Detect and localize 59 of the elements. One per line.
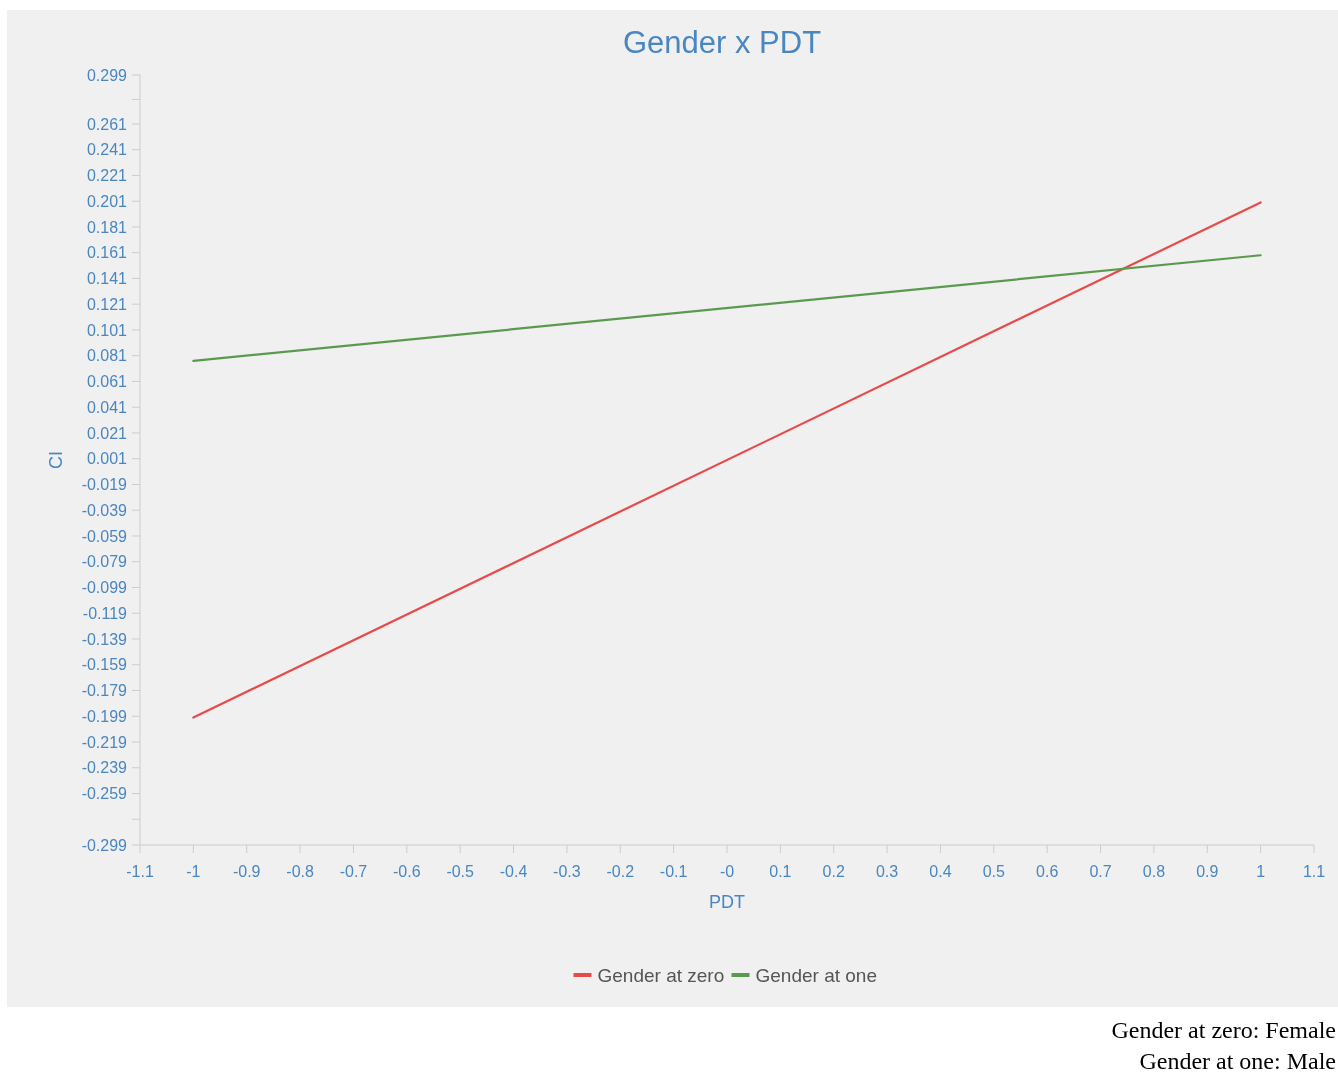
x-tick-label: -0.5	[446, 863, 475, 880]
y-tick-label: -0.259	[81, 785, 128, 803]
y-tick-label: 0.161	[86, 244, 128, 262]
x-tick-label: 0.1	[769, 863, 792, 880]
x-tick-label: 0.4	[929, 863, 952, 880]
x-tick-label: 0.9	[1196, 863, 1219, 880]
legend-label: Gender at one	[755, 964, 877, 986]
y-tick-label: 0.201	[86, 192, 128, 210]
y-tick-label: -0.139	[81, 630, 128, 648]
x-tick-label: 0.8	[1142, 863, 1166, 880]
y-tick-label: -0.219	[81, 733, 128, 751]
y-tick-label: 0.221	[86, 167, 128, 185]
y-tick-label: -0.039	[81, 501, 128, 519]
y-tick-label: -0.159	[81, 656, 128, 674]
y-tick-label: -0.179	[81, 682, 128, 700]
x-tick-label: -0.7	[339, 863, 368, 880]
y-tick-label: -0.199	[81, 707, 128, 725]
y-tick-label: 0.061	[86, 373, 128, 391]
y-tick-label: -0.299	[81, 836, 128, 854]
y-tick-label: 0.241	[86, 141, 128, 159]
y-tick-label: 0.299	[86, 66, 128, 84]
x-tick-label: -1.1	[126, 863, 154, 880]
y-tick-label: 0.101	[86, 321, 128, 339]
y-tick-label: 0.021	[86, 424, 128, 442]
x-tick-label: 0.2	[822, 863, 845, 880]
y-tick-label: -0.099	[81, 579, 128, 597]
x-tick-label: 0.5	[982, 863, 1006, 880]
x-tick-label: 0.7	[1089, 863, 1112, 880]
x-tick-label: 0.6	[1036, 863, 1059, 880]
legend-label: Gender at zero	[597, 964, 725, 986]
y-tick-label: -0.239	[81, 759, 128, 777]
y-tick-label: -0.119	[82, 604, 128, 622]
y-tick-label: 0.141	[86, 270, 128, 288]
x-tick-label: 1	[1256, 863, 1266, 880]
y-tick-label: -0.059	[81, 527, 128, 545]
x-tick-label: 1.1	[1302, 863, 1326, 880]
y-tick-label: -0.019	[81, 476, 128, 494]
y-tick-label: 0.041	[86, 398, 128, 416]
y-axis-title: CI	[46, 451, 67, 469]
y-tick-label: 0.181	[86, 218, 128, 236]
x-tick-label: -0.2	[606, 863, 635, 880]
x-tick-label: -0.9	[232, 863, 261, 880]
y-tick-label: 0.081	[86, 347, 128, 365]
y-tick-label: 0.261	[86, 115, 128, 133]
x-tick-label: -0.3	[553, 863, 581, 880]
x-tick-label: -0	[719, 863, 735, 880]
x-tick-label: -1	[186, 863, 201, 880]
x-tick-label: -0.6	[393, 863, 421, 880]
x-axis-title: PDT	[709, 892, 745, 912]
x-tick-label: -0.8	[286, 863, 314, 880]
y-tick-label: -0.079	[81, 553, 128, 571]
y-tick-label: 0.001	[86, 450, 128, 468]
y-tick-label: 0.121	[86, 295, 128, 313]
x-tick-label: -0.1	[659, 863, 688, 880]
x-tick-label: -0.4	[499, 863, 528, 880]
x-tick-label: 0.3	[875, 863, 899, 880]
text: Gender at one: Male	[1139, 1048, 1336, 1073]
text: Gender at zero: Female	[1111, 1017, 1336, 1043]
chart-title: Gender x PDT	[622, 25, 822, 60]
